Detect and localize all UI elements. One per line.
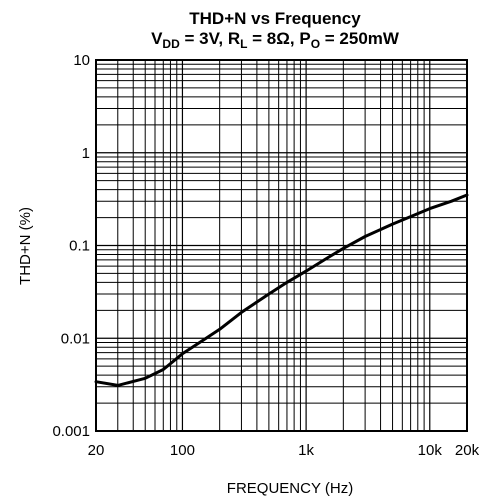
chart-title: THD+N vs Frequency bbox=[189, 9, 361, 28]
plot-frame bbox=[95, 59, 468, 432]
x-tick-label-0: 20 bbox=[88, 442, 105, 459]
x-tick-label-2: 1k bbox=[298, 442, 314, 459]
y-axis-label: THD+N (%) bbox=[17, 207, 34, 285]
x-axis-label: FREQUENCY (Hz) bbox=[227, 480, 353, 497]
y-tick-label-3: 1 bbox=[82, 145, 90, 162]
x-tick-label-3: 10k bbox=[418, 442, 443, 459]
y-tick-label-1: 0.01 bbox=[61, 330, 90, 347]
plot-grid bbox=[96, 60, 467, 431]
y-tick-labels: 0.001 0.01 0.1 1 10 bbox=[52, 52, 90, 440]
x-tick-label-4: 20k bbox=[455, 442, 480, 459]
x-tick-labels: 20 100 1k 10k 20k bbox=[88, 442, 480, 459]
y-tick-label-4: 10 bbox=[73, 52, 90, 69]
chart-subtitle: VDD = 3V, RL = 8Ω, PO = 250mW bbox=[151, 29, 400, 51]
y-tick-label-0: 0.001 bbox=[52, 423, 90, 440]
series-line-thdn bbox=[94, 193, 469, 387]
x-tick-label-1: 100 bbox=[170, 442, 195, 459]
y-tick-label-2: 0.1 bbox=[69, 238, 90, 255]
